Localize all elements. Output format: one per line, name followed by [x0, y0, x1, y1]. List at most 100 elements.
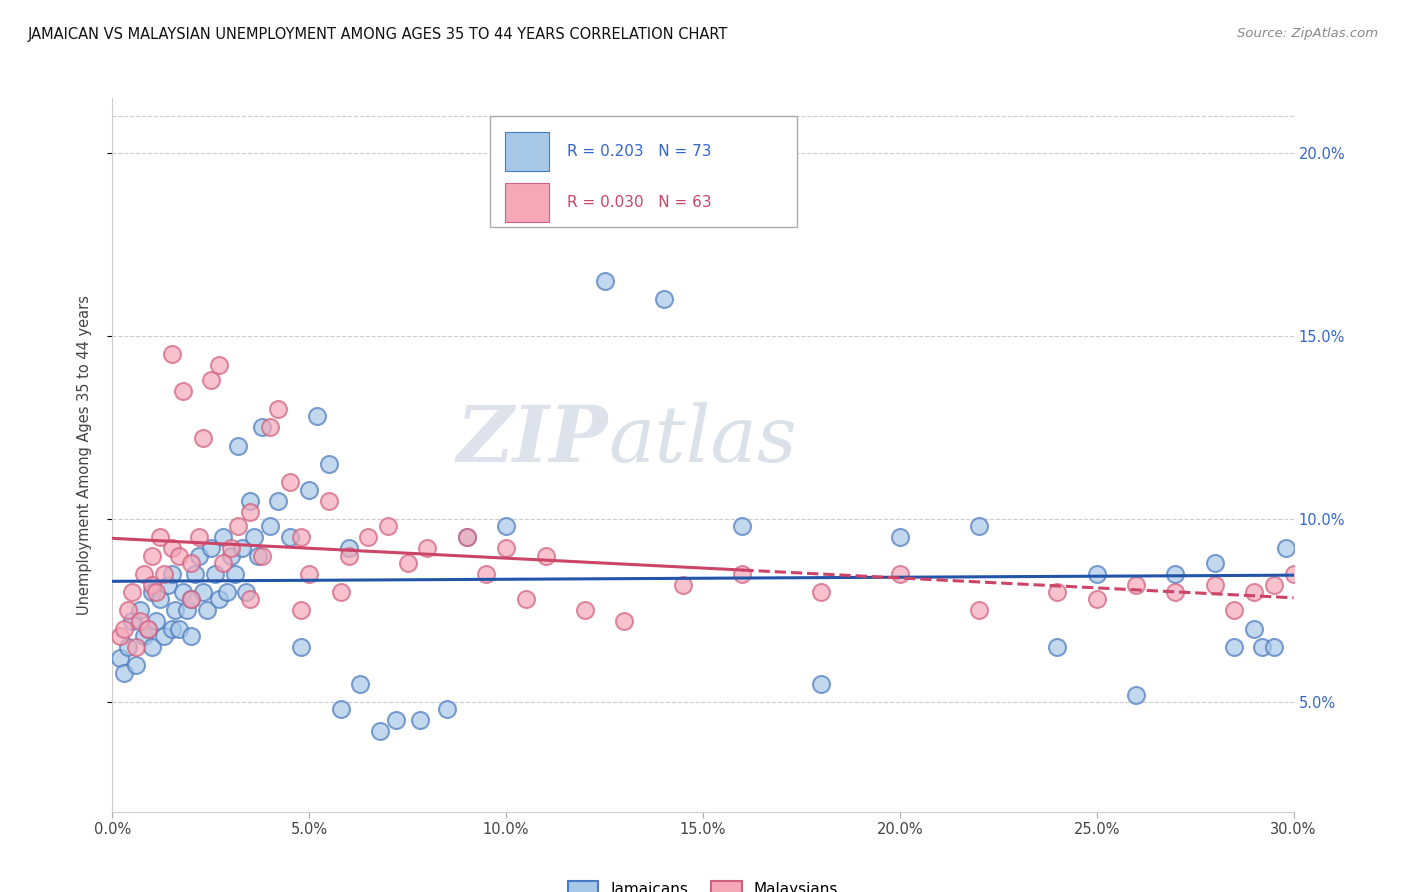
Point: [239, 493, 262, 508]
Point: [180, 592, 202, 607]
Point: [204, 566, 226, 581]
Point: [231, 541, 253, 556]
Point: [129, 603, 152, 617]
Point: [112, 622, 135, 636]
Point: [534, 549, 557, 563]
Point: [188, 530, 211, 544]
Point: [145, 615, 167, 629]
Point: [160, 541, 183, 556]
FancyBboxPatch shape: [505, 183, 550, 222]
Point: [810, 676, 832, 690]
Point: [180, 629, 202, 643]
Point: [121, 615, 143, 629]
Point: [318, 457, 340, 471]
Point: [408, 713, 430, 727]
Point: [1164, 566, 1187, 581]
Point: [152, 566, 174, 581]
Point: [1125, 688, 1147, 702]
Point: [574, 603, 596, 617]
Point: [593, 274, 616, 288]
Point: [180, 556, 202, 570]
Point: [132, 566, 155, 581]
Point: [191, 432, 214, 446]
Point: [211, 556, 233, 570]
Point: [377, 519, 399, 533]
Point: [889, 566, 911, 581]
Point: [337, 549, 360, 563]
Point: [141, 549, 163, 563]
Point: [165, 603, 187, 617]
Point: [652, 293, 675, 307]
Point: [156, 578, 179, 592]
Point: [329, 585, 352, 599]
Point: [731, 566, 754, 581]
Point: [152, 629, 174, 643]
Point: [396, 556, 419, 570]
Text: Source: ZipAtlas.com: Source: ZipAtlas.com: [1237, 27, 1378, 40]
Point: [259, 519, 281, 533]
Point: [125, 640, 148, 654]
Point: [416, 541, 439, 556]
Point: [1251, 640, 1274, 654]
Point: [239, 505, 262, 519]
Point: [200, 541, 222, 556]
Point: [278, 530, 301, 544]
Point: [1125, 578, 1147, 592]
Point: [184, 566, 207, 581]
Point: [141, 585, 163, 599]
Point: [250, 420, 273, 434]
FancyBboxPatch shape: [505, 132, 550, 171]
Point: [290, 640, 312, 654]
Point: [267, 493, 290, 508]
Point: [290, 530, 312, 544]
Point: [329, 702, 352, 716]
Point: [810, 585, 832, 599]
Point: [172, 384, 194, 398]
Point: [191, 585, 214, 599]
Point: [169, 622, 191, 636]
Point: [141, 578, 163, 592]
Point: [132, 629, 155, 643]
Text: R = 0.030   N = 63: R = 0.030 N = 63: [567, 194, 711, 210]
Point: [1046, 640, 1069, 654]
Point: [149, 530, 172, 544]
Point: [125, 658, 148, 673]
Point: [290, 603, 312, 617]
Point: [1223, 603, 1246, 617]
Point: [110, 651, 132, 665]
Point: [259, 420, 281, 434]
Point: [228, 519, 250, 533]
Point: [385, 713, 408, 727]
Legend: Jamaicans, Malaysians: Jamaicans, Malaysians: [568, 881, 838, 892]
Point: [136, 622, 159, 636]
Point: [967, 603, 990, 617]
Point: [180, 592, 202, 607]
Point: [110, 629, 132, 643]
Point: [278, 475, 301, 490]
Y-axis label: Unemployment Among Ages 35 to 44 years: Unemployment Among Ages 35 to 44 years: [77, 295, 91, 615]
Point: [967, 519, 990, 533]
Point: [219, 549, 242, 563]
Point: [1085, 592, 1108, 607]
FancyBboxPatch shape: [491, 116, 797, 227]
Point: [889, 530, 911, 544]
Point: [208, 592, 231, 607]
Point: [176, 603, 198, 617]
Point: [318, 493, 340, 508]
Point: [195, 603, 218, 617]
Point: [495, 519, 517, 533]
Point: [1263, 640, 1285, 654]
Point: [1274, 541, 1296, 556]
Point: [172, 585, 194, 599]
Point: [731, 519, 754, 533]
Point: [169, 549, 191, 563]
Point: [145, 585, 167, 599]
Point: [215, 585, 238, 599]
Text: JAMAICAN VS MALAYSIAN UNEMPLOYMENT AMONG AGES 35 TO 44 YEARS CORRELATION CHART: JAMAICAN VS MALAYSIAN UNEMPLOYMENT AMONG…: [28, 27, 728, 42]
Point: [1204, 578, 1226, 592]
Point: [247, 549, 270, 563]
Point: [117, 640, 139, 654]
Point: [1046, 585, 1069, 599]
Point: [112, 665, 135, 680]
Point: [337, 541, 360, 556]
